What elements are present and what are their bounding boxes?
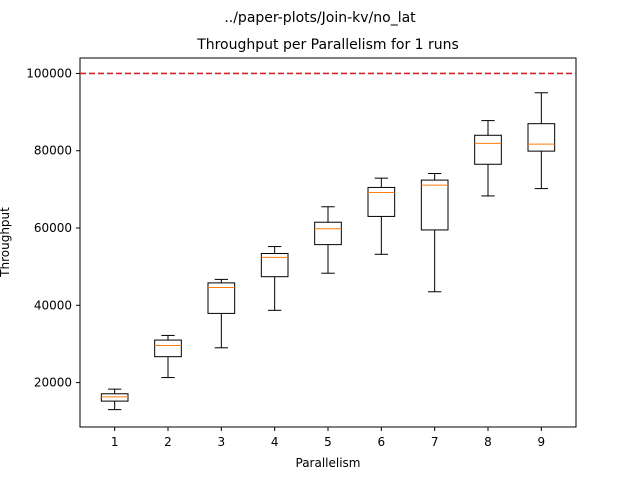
x-tick-label: 6 bbox=[378, 435, 386, 449]
x-tick-label: 1 bbox=[111, 435, 119, 449]
y-axis-label: Throughput bbox=[0, 207, 12, 278]
y-tick-label: 100000 bbox=[26, 66, 72, 80]
plot-frame bbox=[79, 57, 577, 428]
x-tick-label: 2 bbox=[164, 435, 172, 449]
x-tick-label: 4 bbox=[271, 435, 279, 449]
box-iqr bbox=[314, 221, 342, 246]
box-iqr bbox=[367, 186, 396, 217]
chart-suptitle: ../paper-plots/Join-kv/no_lat bbox=[224, 10, 416, 26]
x-tick-label: 3 bbox=[218, 435, 226, 449]
box-iqr bbox=[474, 134, 502, 165]
y-tick-label: 80000 bbox=[34, 144, 72, 158]
x-tick-label: 5 bbox=[324, 435, 332, 449]
x-tick-label: 7 bbox=[431, 435, 439, 449]
box-iqr bbox=[154, 339, 182, 358]
box-iqr bbox=[527, 123, 556, 152]
chart-title: Throughput per Parallelism for 1 runs bbox=[196, 37, 459, 53]
y-tick-label: 40000 bbox=[34, 298, 72, 312]
plot-area: 20000 40000 60000 80000 100000 1 2 3 4 5 6 7 8 9 bbox=[26, 57, 577, 449]
box-iqr bbox=[420, 179, 449, 231]
box-iqr bbox=[207, 282, 236, 314]
box-iqr bbox=[100, 393, 129, 402]
x-tick-label: 8 bbox=[484, 435, 492, 449]
box-iqr bbox=[260, 253, 289, 278]
x-axis-label: Parallelism bbox=[296, 456, 361, 470]
y-tick-label: 20000 bbox=[34, 376, 72, 390]
x-tick-label: 9 bbox=[538, 435, 546, 449]
y-tick-label: 60000 bbox=[34, 221, 72, 235]
